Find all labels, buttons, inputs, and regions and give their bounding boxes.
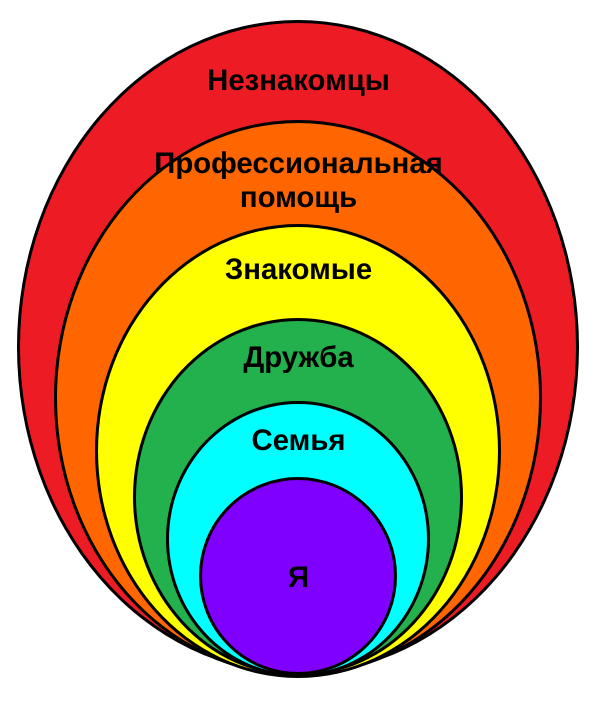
label-family: Семья: [0, 424, 597, 458]
label-strangers: Незнакомцы: [0, 64, 597, 98]
label-professional-help: Профессиональная помощь: [0, 147, 597, 214]
label-acquaintances: Знакомые: [0, 253, 597, 287]
label-friendship: Дружба: [0, 341, 597, 375]
nested-circles-diagram: Незнакомцы Профессиональная помощь Знако…: [0, 0, 597, 704]
label-self: Я: [0, 561, 597, 595]
